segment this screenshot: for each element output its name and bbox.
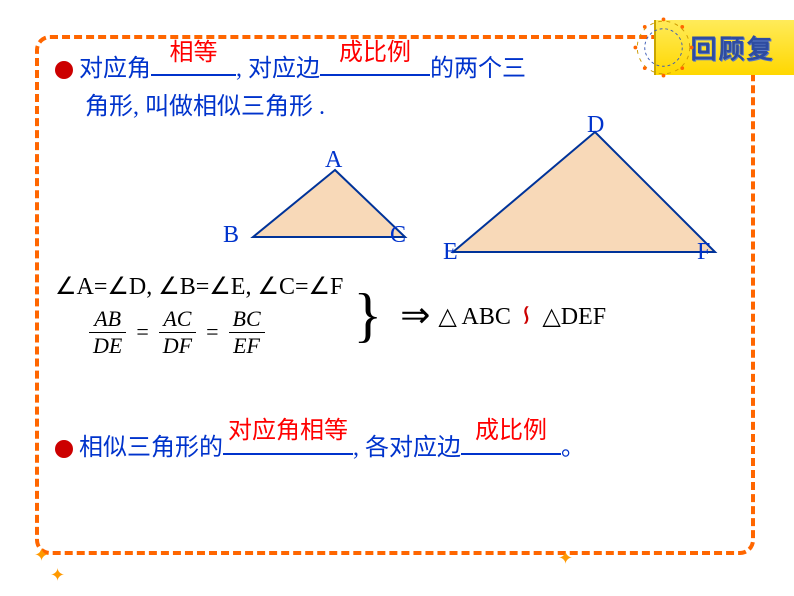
banner-text: 回顾复 xyxy=(690,29,774,66)
decor-star: ✦ xyxy=(50,565,70,585)
ratio-equation: AB DE = AC DF = BC EF xyxy=(85,306,343,359)
decor-star: ✦ xyxy=(34,545,54,565)
property-line: 相似三角形的对应角相等, 各对应边成比例。 xyxy=(55,429,735,467)
triangle-diagram: A B C D E F xyxy=(55,137,735,267)
blank-fill: 对应角相等 xyxy=(223,412,353,450)
bullet-icon xyxy=(55,440,73,458)
equals-sign: = xyxy=(136,319,148,345)
vertex-label-d: D xyxy=(587,112,604,138)
implies-arrow-icon: ⇒ xyxy=(400,294,430,336)
blank-4: 成比例 xyxy=(461,453,561,455)
decor-star: ✦ xyxy=(558,548,578,568)
text: , 各对应边 xyxy=(353,435,461,461)
equation-block: ∠A=∠D, ∠B=∠E, ∠C=∠F AB DE = AC DF = BC xyxy=(55,272,735,359)
review-banner: 回顾复 xyxy=(654,20,794,75)
fraction: AC DF xyxy=(159,306,196,359)
vertex-label-a: A xyxy=(325,147,343,173)
content-area: 对应角相等, 对应边成比例的两个三 角形, 叫做相似三角形 . A B C D … xyxy=(55,50,735,467)
burst-icon xyxy=(626,10,701,85)
similarity-result: △ ABC∽△DEF xyxy=(438,298,606,332)
vertex-label-c: C xyxy=(390,222,406,248)
vertex-label-f: F xyxy=(697,239,710,265)
blank-3: 对应角相等 xyxy=(223,453,353,455)
angle-equation: ∠A=∠D, ∠B=∠E, ∠C=∠F xyxy=(55,272,343,301)
blank-fill: 成比例 xyxy=(461,412,561,450)
text: 相似三角形的 xyxy=(79,435,223,461)
fraction: BC EF xyxy=(229,306,265,359)
triangle-def xyxy=(453,132,715,252)
brace-icon: } xyxy=(353,285,382,345)
text: 。 xyxy=(561,435,585,461)
vertex-label-e: E xyxy=(443,239,458,265)
similar-symbol: ∽ xyxy=(510,304,544,327)
equals-sign: = xyxy=(206,319,218,345)
equation-left: ∠A=∠D, ∠B=∠E, ∠C=∠F AB DE = AC DF = BC xyxy=(55,272,343,359)
triangle-abc xyxy=(253,170,405,237)
fraction: AB DE xyxy=(89,306,126,359)
vertex-label-b: B xyxy=(223,222,239,248)
